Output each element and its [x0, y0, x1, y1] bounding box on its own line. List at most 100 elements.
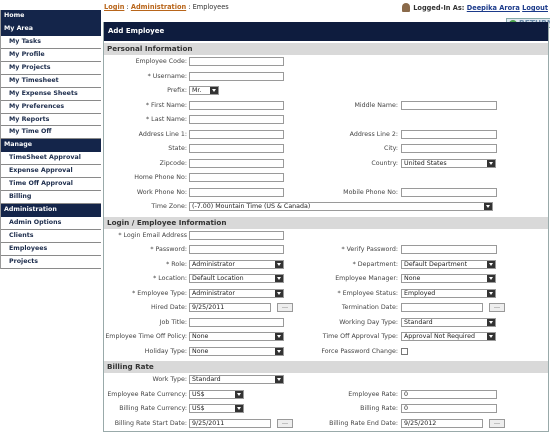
- nav-item[interactable]: My Reports: [1, 113, 101, 127]
- sidebar: Home My Area My Tasks My Profile My Projects…: [0, 10, 101, 269]
- nav-item[interactable]: Admin Options: [1, 217, 101, 230]
- text-input[interactable]: [401, 303, 483, 312]
- field-label: * Employee Type:: [132, 289, 187, 297]
- nav-item[interactable]: Billing: [1, 191, 101, 205]
- text-input[interactable]: [189, 230, 284, 240]
- nav-item[interactable]: Employees: [1, 242, 101, 256]
- text-input[interactable]: [189, 100, 284, 110]
- text-input[interactable]: [401, 144, 497, 153]
- select-box[interactable]: Default Location: [189, 274, 284, 283]
- form-row: * Login Email Address: [104, 229, 548, 244]
- nav-item[interactable]: Expense Approval: [1, 165, 101, 179]
- field-label: Billing Rate Start Date:: [114, 419, 187, 427]
- nav-item[interactable]: My Preferences: [1, 100, 101, 114]
- select-box[interactable]: None: [189, 332, 284, 341]
- nav-item[interactable]: Time Off Approval: [1, 178, 101, 192]
- select-box[interactable]: US$: [189, 404, 244, 413]
- section-header: Personal Information: [104, 43, 548, 55]
- text-input[interactable]: [401, 100, 497, 110]
- select-box[interactable]: Standard: [401, 317, 496, 327]
- logged-in-label: Logged-In As:: [413, 4, 465, 12]
- breadcrumb-link[interactable]: Login: [104, 3, 125, 11]
- select-box[interactable]: Employed: [401, 288, 496, 298]
- nav-item[interactable]: My Timesheet: [1, 74, 101, 88]
- select-box[interactable]: US$: [189, 389, 244, 399]
- text-input[interactable]: [189, 129, 284, 139]
- nav-header[interactable]: Home: [1, 10, 101, 23]
- form-row: Hired Date: 9/25/2011... Termination Date:…: [104, 301, 548, 316]
- text-input[interactable]: 9/25/2011: [189, 418, 271, 428]
- field-label: Employee Time Off Policy:: [105, 333, 187, 340]
- form-row: Billing Rate Currency: US$ Billing Rate: 0: [104, 402, 548, 417]
- field-label: Address Line 1:: [138, 130, 187, 138]
- text-input[interactable]: 0: [401, 389, 497, 399]
- form-row: * Employee Type: Administrator * Employee …: [104, 287, 548, 302]
- field-label: Holiday Type:: [144, 347, 187, 355]
- field-label: Billing Rate End Date:: [329, 419, 398, 427]
- select-box[interactable]: Administrator: [189, 288, 284, 298]
- nav-item[interactable]: My Tasks: [1, 35, 101, 49]
- date-picker-button[interactable]: ...: [277, 418, 293, 428]
- text-input[interactable]: [189, 57, 284, 66]
- form-row: Address Line 1: Address Line 2:: [104, 128, 548, 143]
- field-label: * Role:: [166, 260, 187, 268]
- text-input[interactable]: 9/25/2011: [189, 303, 271, 312]
- nav-item[interactable]: My Expense Sheets: [1, 87, 101, 101]
- field-label: Employee Rate Currency:: [107, 390, 187, 398]
- date-picker-button[interactable]: ...: [277, 303, 293, 312]
- date-picker-button[interactable]: ...: [489, 418, 505, 428]
- field-label: * Login Email Address: [118, 231, 187, 239]
- select-box[interactable]: United States: [401, 158, 496, 168]
- form-row: Employee Code:: [104, 55, 548, 70]
- nav-item[interactable]: TimeSheet Approval: [1, 152, 101, 166]
- select-box[interactable]: None: [189, 346, 284, 356]
- field-label: Address Line 2:: [349, 130, 398, 138]
- text-input[interactable]: [189, 173, 284, 182]
- text-input[interactable]: [189, 317, 284, 327]
- field-label: * Department:: [352, 260, 398, 268]
- nav-item[interactable]: Clients: [1, 229, 101, 243]
- section-header: Login / Employee Information: [104, 216, 548, 229]
- select-box[interactable]: Default Department: [401, 259, 496, 269]
- date-picker-button[interactable]: ...: [489, 303, 505, 312]
- text-input[interactable]: [189, 187, 284, 197]
- field-label: Employee Manager:: [335, 275, 398, 282]
- select-box[interactable]: Mr.: [189, 86, 219, 95]
- select-box[interactable]: Standard: [189, 375, 284, 384]
- user-name[interactable]: Deepika Arora: [466, 4, 520, 12]
- text-input[interactable]: [189, 144, 284, 153]
- select-box[interactable]: (-7.00) Mountain Time (US & Canada): [189, 202, 493, 211]
- text-input[interactable]: [189, 115, 284, 124]
- field-label: * Location:: [153, 275, 187, 282]
- form-row: Zipcode: Country: United States: [104, 157, 548, 172]
- nav-item[interactable]: My Profile: [1, 48, 101, 62]
- text-input[interactable]: [189, 245, 284, 254]
- text-input[interactable]: [189, 71, 284, 81]
- text-input[interactable]: [189, 158, 284, 168]
- nav-item[interactable]: My Time Off: [1, 126, 101, 140]
- select-box[interactable]: None: [401, 274, 496, 283]
- nav-item[interactable]: Projects: [1, 255, 101, 269]
- nav-header[interactable]: My Area: [1, 22, 101, 36]
- field-label: * Last Name:: [146, 116, 187, 123]
- text-input[interactable]: [401, 187, 497, 197]
- field-label: Time Zone:: [151, 203, 187, 210]
- nav-item[interactable]: My Projects: [1, 61, 101, 75]
- logout-link[interactable]: Logout: [522, 4, 548, 12]
- select-box[interactable]: Administrator: [189, 259, 284, 269]
- text-input[interactable]: 9/25/2012: [401, 418, 483, 428]
- text-input[interactable]: [401, 129, 497, 139]
- checkbox[interactable]: [401, 347, 408, 355]
- field-label: Working Day Type:: [339, 318, 398, 326]
- nav-header[interactable]: Administration: [1, 204, 101, 217]
- text-input[interactable]: [401, 245, 497, 254]
- nav-header[interactable]: Manage: [1, 139, 101, 153]
- form-row: Employee Time Off Policy: None Time Off Ap…: [104, 330, 548, 345]
- field-label: Mobile Phone No:: [343, 188, 398, 196]
- form-row: * First Name: Middle Name:: [104, 99, 548, 114]
- select-box[interactable]: Approval Not Required: [401, 332, 496, 341]
- form-row: * Password: * Verify Password:: [104, 243, 548, 258]
- field-label: Force Password Change:: [321, 347, 398, 355]
- text-input[interactable]: 0: [401, 404, 497, 413]
- breadcrumb-link[interactable]: Administration: [130, 3, 187, 11]
